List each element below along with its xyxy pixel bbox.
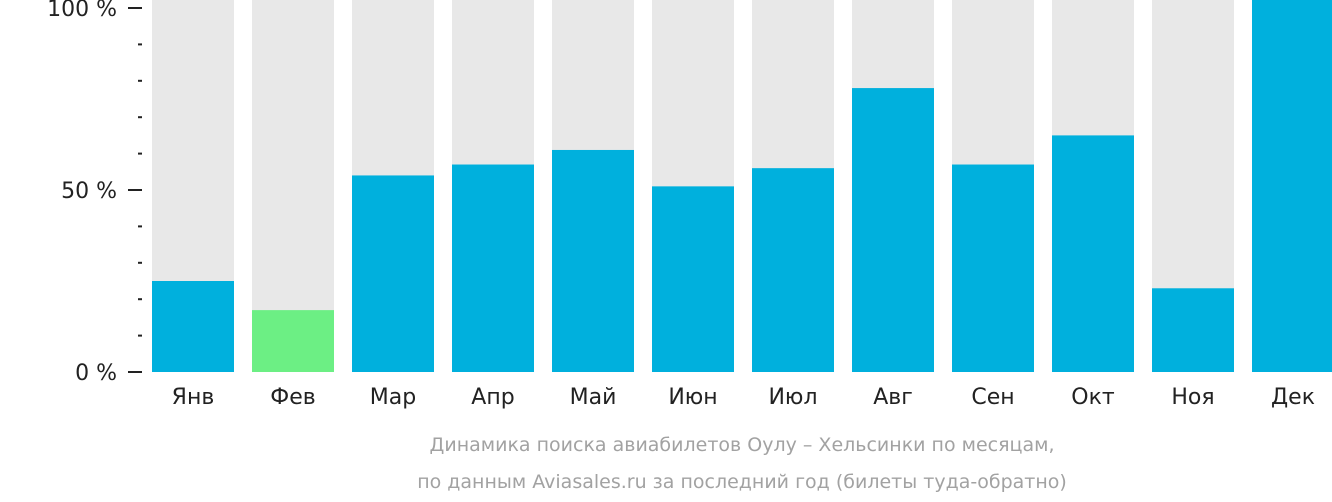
chart-caption: Динамика поиска авиабилетов Оулу – Хельс… <box>417 434 1067 493</box>
bar-6 <box>652 186 734 372</box>
bar-7 <box>752 168 834 372</box>
x-tick-label-6: Июн <box>668 385 717 410</box>
x-tick-label-8: Авг <box>873 385 913 410</box>
bar-9 <box>952 164 1034 372</box>
x-tick-label-1: Янв <box>172 385 215 410</box>
y-axis: 0 % 50 % 100 % <box>47 0 142 386</box>
x-tick-label-12: Дек <box>1271 385 1315 410</box>
x-tick-label-10: Окт <box>1071 385 1115 410</box>
bar-2 <box>252 310 334 372</box>
data-bars <box>152 0 1332 372</box>
bar-10 <box>1052 135 1134 372</box>
bar-11 <box>1152 288 1234 372</box>
x-tick-label-2: Фев <box>270 385 315 410</box>
bar-5 <box>552 149 634 372</box>
x-tick-label-5: Май <box>570 385 617 410</box>
x-tick-label-7: Июл <box>768 385 817 410</box>
caption-line-2: по данным Aviasales.ru за последний год … <box>417 471 1067 493</box>
bar-12 <box>1252 0 1332 372</box>
bar-4 <box>452 164 534 372</box>
x-tick-label-3: Мар <box>370 385 416 410</box>
y-tick-label-2: 50 % <box>61 179 117 204</box>
caption-line-1: Динамика поиска авиабилетов Оулу – Хельс… <box>430 434 1055 456</box>
x-tick-label-4: Апр <box>471 385 514 410</box>
x-tick-label-9: Сен <box>971 385 1014 410</box>
x-axis-labels: Янв Фев Мар Апр Май Июн Июл Авг Сен Окт Ноя Дек <box>172 385 1315 410</box>
y-tick-label-3: 100 % <box>47 0 117 22</box>
bar-3 <box>352 175 434 372</box>
y-tick-label-1: 0 % <box>75 361 117 386</box>
bar-8 <box>852 88 934 372</box>
background-bar-2 <box>252 0 334 372</box>
bar-1 <box>152 281 234 372</box>
x-tick-label-11: Ноя <box>1171 385 1214 410</box>
